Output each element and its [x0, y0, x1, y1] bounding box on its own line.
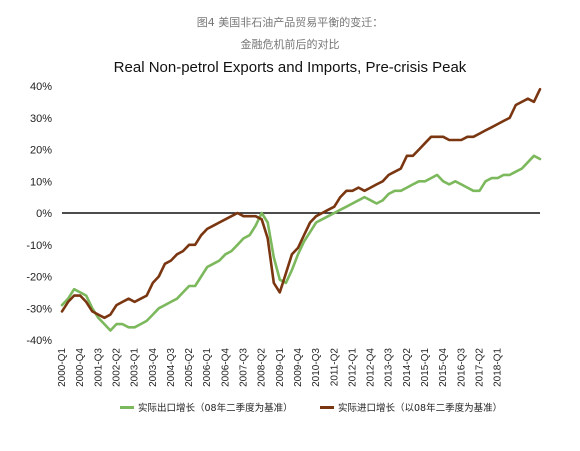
x-tick-label: 2001-Q3: [93, 348, 104, 387]
y-tick-label: 0%: [36, 208, 52, 220]
x-tick-label: 2015-Q4: [438, 348, 449, 387]
x-tick-label: 2011-Q2: [329, 348, 340, 387]
x-tick-label: 2002-Q2: [111, 348, 122, 387]
y-tick-label: -20%: [26, 272, 52, 284]
series-line-exports: [60, 154, 542, 332]
x-tick-label: 2009-Q1: [275, 348, 286, 387]
figure-caption-line1: 图4 美国非石油产品贸易平衡的变迁：: [196, 16, 384, 29]
y-tick-label: 40%: [30, 81, 52, 93]
x-tick-label: 2013-Q3: [384, 348, 395, 387]
y-tick-label: 30%: [30, 113, 52, 125]
legend-swatch-imports: [320, 405, 334, 409]
x-tick-label: 2007-Q3: [239, 348, 250, 387]
x-tick-label: 2009-Q4: [293, 348, 304, 387]
legend-swatch-exports: [120, 405, 134, 409]
legend-label-imports: 实际进口增长（以08年二季度为基准）: [338, 403, 503, 414]
legend-item-exports: 实际出口增长（08年二季度为基准）: [120, 400, 293, 414]
x-tick-label: 2018-Q1: [493, 348, 504, 387]
x-tick-label: 2010-Q3: [311, 348, 322, 387]
y-tick-label: -30%: [26, 303, 52, 315]
series-line-imports: [60, 87, 542, 320]
x-tick-label: 2005-Q2: [184, 348, 195, 387]
legend-item-imports: 实际进口增长（以08年二季度为基准）: [320, 400, 502, 414]
x-tick-label: 2006-Q1: [202, 348, 213, 387]
x-tick-label: 2006-Q4: [220, 348, 231, 387]
x-tick-label: 2008-Q2: [257, 348, 268, 387]
chart-title: Real Non-petrol Exports and Imports, Pre…: [113, 59, 467, 76]
x-tick-label: 2015-Q1: [420, 348, 431, 387]
legend-label-exports: 实际出口增长（08年二季度为基准）: [138, 403, 293, 414]
x-tick-label: 2017-Q2: [474, 348, 485, 387]
x-tick-label: 2003-Q1: [130, 348, 141, 387]
x-tick-label: 2012-Q4: [366, 348, 377, 387]
x-tick-label: 2014-Q2: [402, 348, 413, 387]
x-tick-label: 2012-Q1: [347, 348, 358, 387]
y-tick-label: -10%: [26, 240, 52, 252]
y-tick-label: 10%: [30, 176, 52, 188]
x-tick-label: 2003-Q4: [148, 348, 159, 387]
x-tick-label: 2000-Q4: [75, 348, 86, 387]
x-tick-label: 2016-Q3: [456, 348, 467, 387]
x-tick-label: 2000-Q1: [57, 348, 68, 387]
y-tick-label: 20%: [30, 145, 52, 157]
figure-caption-line2: 金融危机前后的对比: [240, 38, 340, 51]
legend: 实际出口增长（08年二季度为基准） 实际进口增长（以08年二季度为基准）: [0, 400, 580, 418]
y-tick-label: -40%: [26, 335, 52, 347]
x-tick-label: 2004-Q3: [166, 348, 177, 387]
